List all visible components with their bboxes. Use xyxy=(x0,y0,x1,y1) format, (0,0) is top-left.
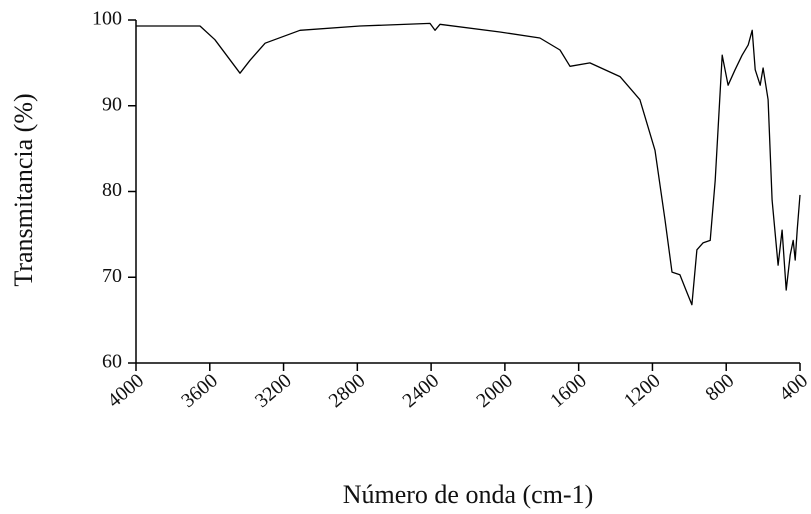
x-tick-label: 4000 xyxy=(103,369,148,412)
y-tick-label: 80 xyxy=(102,179,122,201)
x-tick-label: 1600 xyxy=(546,369,591,412)
x-tick-label: 2800 xyxy=(325,369,370,412)
y-tick-label: 90 xyxy=(102,93,122,115)
spectrum-line xyxy=(136,22,801,306)
x-tick-label: 1200 xyxy=(620,369,665,412)
y-tick-label: 70 xyxy=(102,265,122,287)
y-tick-label: 60 xyxy=(102,351,122,373)
y-tick-label: 100 xyxy=(92,8,122,30)
x-tick-label: 2000 xyxy=(472,369,517,412)
x-tick-label: 800 xyxy=(701,369,738,405)
x-tick-label: 3600 xyxy=(177,369,222,412)
x-axis-title: Número de onda (cm-1) xyxy=(343,480,594,509)
x-tick-label: 3200 xyxy=(251,369,296,412)
y-axis-title: Transmitancia (%) xyxy=(9,93,38,286)
x-tick-label: 400 xyxy=(775,369,811,405)
x-tick-label: 2400 xyxy=(398,369,443,412)
